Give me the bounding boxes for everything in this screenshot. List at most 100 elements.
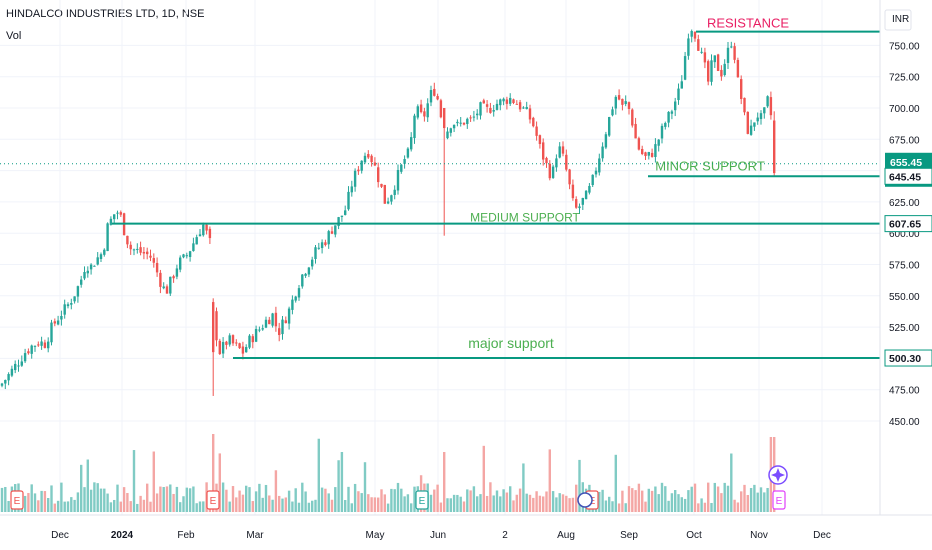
- price-tag-value: 500.30: [889, 353, 921, 365]
- candle-body: [551, 166, 555, 178]
- candle-body: [324, 242, 327, 246]
- candle-body: [294, 296, 297, 301]
- candle-body: [311, 259, 314, 267]
- candle-body: [558, 146, 561, 158]
- volume-bar: [324, 488, 327, 512]
- candle-body: [756, 117, 759, 122]
- candle-body: [469, 117, 472, 119]
- volume-bar: [429, 494, 433, 512]
- candle-body: [512, 99, 515, 103]
- candle-body: [83, 272, 86, 279]
- volume-bar: [231, 486, 235, 512]
- volume-bar: [301, 482, 304, 512]
- candle-body: [53, 321, 56, 324]
- volume-bar: [248, 487, 251, 512]
- candle-body: [528, 108, 532, 120]
- candles: [0, 29, 776, 396]
- price-tag-value: 607.65: [889, 219, 921, 231]
- candle-body: [674, 101, 677, 111]
- volume-bar: [0, 487, 4, 512]
- candle-body: [766, 96, 769, 107]
- level-annotation: RESISTANCE: [707, 16, 789, 31]
- candle-body: [370, 155, 373, 163]
- volume-bar: [235, 497, 238, 512]
- candle-body: [740, 79, 743, 100]
- event-markers: EEEEE: [10, 465, 788, 510]
- volume-bar: [50, 485, 53, 512]
- candle-body: [611, 109, 614, 116]
- candle-body: [377, 167, 380, 183]
- candle-body: [304, 273, 307, 276]
- level-annotation: MINOR SUPPORT: [655, 158, 765, 173]
- candle-body: [588, 185, 591, 193]
- earnings-marker-label: E: [419, 496, 426, 507]
- currency-label: INR: [892, 14, 909, 25]
- volume-bar: [142, 499, 146, 512]
- y-tick-label: 675.00: [889, 135, 920, 146]
- volume-bar: [202, 501, 205, 512]
- volume-bar: [535, 491, 538, 512]
- candle-body: [142, 251, 146, 254]
- volume-bar: [185, 487, 188, 512]
- candle-body: [581, 197, 584, 205]
- volume-bar: [697, 503, 700, 512]
- price-tag-box: [884, 167, 932, 185]
- volume-bar: [466, 489, 469, 512]
- volume-bar: [287, 490, 291, 512]
- candle-body: [660, 125, 664, 139]
- volume-bar: [604, 500, 608, 512]
- candle-body: [683, 56, 687, 80]
- candle-body: [258, 329, 261, 331]
- candle-body: [340, 215, 344, 217]
- x-tick-label: May: [366, 530, 385, 541]
- volume-bar: [139, 495, 142, 512]
- candle-body: [132, 249, 136, 251]
- volume-bar: [482, 445, 485, 512]
- candle-body: [63, 304, 66, 315]
- volume-bar: [33, 493, 37, 512]
- candle-body: [109, 218, 113, 225]
- volume-bar: [311, 500, 314, 512]
- volume-bar: [172, 493, 175, 512]
- candle-body: [212, 302, 215, 353]
- volume-bar: [502, 489, 505, 512]
- volume-bar: [703, 502, 707, 512]
- volume-bar: [291, 501, 294, 512]
- volume-bar: [80, 464, 83, 512]
- volume-bar: [687, 490, 690, 512]
- candle-body: [202, 224, 205, 236]
- volume-bar: [212, 434, 215, 512]
- candle-body: [749, 125, 753, 135]
- candle-body: [542, 142, 545, 160]
- current-price-value: 655.45: [890, 157, 922, 169]
- volume-bar: [132, 450, 136, 512]
- candle-body: [423, 111, 426, 117]
- grid: [0, 0, 880, 515]
- volume-bar: [716, 486, 720, 512]
- candle-body: [268, 319, 271, 325]
- volume-bar: [251, 501, 254, 512]
- candle-body: [736, 59, 740, 78]
- candle-body: [522, 107, 525, 109]
- candle-body: [89, 264, 93, 270]
- candle-body: [337, 217, 340, 227]
- candle-body: [271, 313, 274, 326]
- x-tick-label: 2024: [111, 530, 134, 541]
- candle-body: [538, 135, 542, 145]
- volume-bar: [726, 485, 730, 512]
- volume-bar: [165, 486, 169, 512]
- candle-body: [327, 231, 330, 245]
- candle-body: [716, 54, 720, 71]
- candle-body: [274, 312, 278, 327]
- candle-body: [66, 304, 70, 307]
- candle-body: [30, 345, 33, 354]
- candle-body: [502, 98, 505, 102]
- volume-bar: [393, 489, 396, 512]
- volume-bar: [433, 489, 436, 512]
- volume-bar: [195, 503, 198, 512]
- star-icon: [771, 468, 785, 482]
- candle-body: [462, 122, 466, 125]
- volume-bar: [746, 494, 749, 512]
